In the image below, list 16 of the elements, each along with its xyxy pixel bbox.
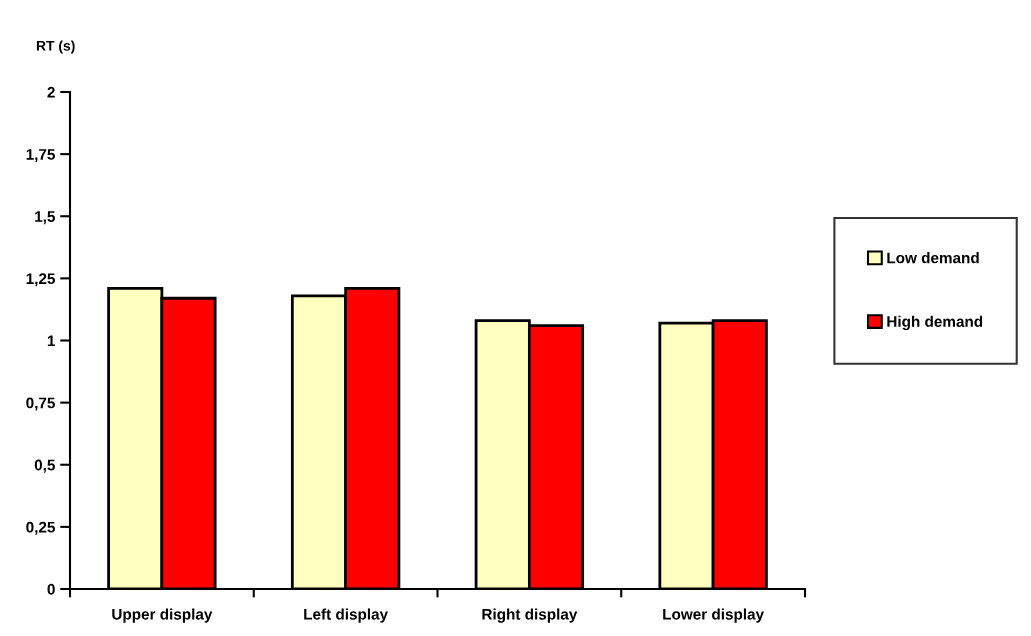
y-tick-label: 0,25 — [26, 521, 55, 535]
y-axis-title: RT (s) — [36, 40, 75, 54]
x-tick-label: Lower display — [663, 608, 764, 623]
y-tick-label: 0,5 — [34, 459, 55, 473]
y-tick-label: 1 — [47, 335, 55, 347]
y-tick-label: 0,75 — [26, 397, 55, 411]
y-tick-label: 1,75 — [26, 149, 55, 163]
y-tick-label: 1,25 — [26, 273, 55, 287]
y-tick-label: 0 — [47, 583, 55, 595]
y-tick-label: 2 — [47, 86, 55, 98]
x-tick-label: Right display — [482, 608, 578, 623]
legend-label: Low demand — [887, 252, 979, 264]
x-tick-label: Upper display — [112, 608, 213, 623]
legend-label: High demand — [887, 315, 983, 331]
y-tick-label: 1,5 — [35, 211, 55, 225]
x-tick-label: Left display — [304, 608, 388, 623]
